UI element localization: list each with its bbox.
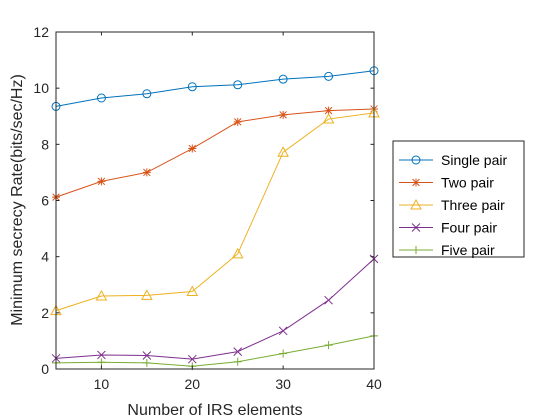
series-three-pair <box>50 106 380 316</box>
legend-item: Four pair <box>399 220 497 236</box>
legend-item: Five pair <box>399 242 495 258</box>
x-tick-label: 10 <box>94 376 110 392</box>
data-point <box>279 349 288 358</box>
legend: Single pair Two pair Three pair Four pair Fi… <box>392 140 525 258</box>
series-line <box>55 108 375 198</box>
data-point <box>279 110 288 119</box>
y-tick-label: 6 <box>41 193 49 209</box>
data-point <box>231 247 244 259</box>
data-point <box>278 326 288 336</box>
series-line <box>55 335 375 367</box>
legend-item: Two pair <box>399 175 494 191</box>
y-tick-label: 12 <box>33 24 49 40</box>
data-point <box>324 71 334 81</box>
data-point <box>233 80 243 90</box>
data-point <box>278 74 288 84</box>
y-tick-label: 0 <box>41 361 49 377</box>
legend-marker <box>412 246 420 254</box>
data-point <box>322 113 335 124</box>
legend-marker <box>410 198 422 210</box>
legend-label: Single pair <box>441 152 507 168</box>
x-axis-label: Number of IRS elements <box>127 402 302 419</box>
data-point <box>187 354 197 364</box>
data-point <box>186 285 199 296</box>
x-tick-label: 30 <box>275 376 291 392</box>
tick-layer: 0 2 4 6 8 10 12 10 20 30 40 <box>33 24 382 392</box>
data-point <box>277 146 289 157</box>
data-point <box>142 351 152 360</box>
data-point <box>142 89 152 99</box>
data-point <box>233 117 242 126</box>
data-point <box>142 358 151 367</box>
x-tick-label: 20 <box>184 376 200 392</box>
legend-item: Single pair <box>399 152 507 168</box>
legend-label: Four pair <box>441 220 497 236</box>
data-point <box>324 295 333 305</box>
y-tick-label: 2 <box>41 305 49 321</box>
data-point <box>324 341 333 350</box>
series-line <box>55 112 375 312</box>
series-line <box>55 258 375 360</box>
data-point <box>233 347 243 356</box>
legend-item: Three pair <box>399 197 505 213</box>
data-point <box>188 144 197 153</box>
data-point <box>97 350 106 360</box>
data-point <box>233 357 242 366</box>
legend-marker <box>411 223 421 232</box>
legend-label: Five pair <box>441 242 495 258</box>
y-tick-label: 4 <box>41 249 49 265</box>
data-point <box>141 289 153 300</box>
y-tick-label: 8 <box>41 136 49 152</box>
data-point <box>324 106 333 115</box>
series-four-pair <box>51 254 379 364</box>
data-point <box>97 358 106 367</box>
series-line <box>55 70 375 107</box>
plot-area <box>56 32 374 369</box>
legend-label: Two pair <box>441 175 494 191</box>
x-tick-label: 40 <box>366 376 382 392</box>
data-point <box>142 168 151 177</box>
y-tick-label: 10 <box>33 80 49 96</box>
data-point <box>97 177 106 186</box>
data-point <box>187 82 197 92</box>
legend-marker <box>411 155 421 165</box>
data-point <box>96 93 106 103</box>
legend-marker <box>412 178 420 187</box>
y-axis-label: Minimum secrecy Rate(bits/sec/Hz) <box>9 74 26 326</box>
legend-label: Three pair <box>441 197 505 213</box>
data-point <box>95 289 108 301</box>
